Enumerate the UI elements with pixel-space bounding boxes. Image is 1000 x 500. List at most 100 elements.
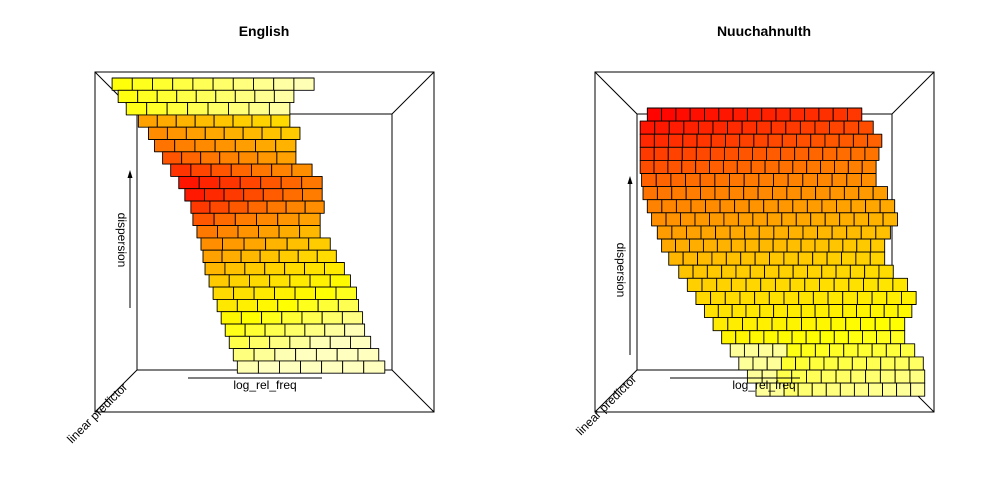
- surface-facet: [280, 126, 301, 140]
- surface-facet: [721, 330, 737, 345]
- surface-facet: [853, 212, 870, 227]
- surface-facet: [863, 277, 879, 292]
- surface-facet: [278, 249, 299, 263]
- surface-facet: [656, 186, 673, 201]
- surface-facet: [749, 330, 765, 345]
- surface-facet: [668, 251, 684, 266]
- surface-facet: [166, 102, 189, 116]
- surface-facet: [335, 286, 357, 300]
- surface-facet: [730, 238, 746, 253]
- surface-facet: [316, 249, 337, 263]
- surface-facet: [238, 151, 259, 165]
- surface-facet: [824, 133, 840, 148]
- surface-facet: [853, 382, 869, 397]
- surface-facet: [289, 274, 311, 288]
- surface-facet: [293, 77, 315, 91]
- surface-facet: [166, 126, 187, 140]
- surface-facet: [837, 356, 853, 371]
- surface-facet: [831, 225, 848, 240]
- surface-facet: [257, 151, 278, 165]
- surface-facet: [721, 264, 737, 279]
- surface-facet: [249, 335, 271, 350]
- surface-facet: [812, 290, 829, 305]
- surface-facet: [835, 369, 852, 384]
- surface-facet: [800, 186, 817, 201]
- surface-facet: [754, 251, 770, 266]
- surface-facet: [324, 262, 345, 276]
- surface-facet: [228, 200, 249, 214]
- surface-facet: [836, 146, 852, 161]
- surface-facet: [772, 343, 788, 358]
- surface-facet: [200, 151, 221, 165]
- surface-facet: [828, 238, 844, 253]
- surface-facet: [295, 348, 317, 362]
- english-panel: English dispersion log_rel_freq linear p…: [64, 23, 435, 446]
- surface-facet: [274, 286, 296, 300]
- nuuchahnulth-zlabel: linear predictor: [573, 372, 639, 438]
- surface-facet: [847, 159, 863, 174]
- surface-facet: [685, 173, 701, 188]
- surface-facet: [656, 225, 673, 240]
- surface-facet: [804, 107, 820, 122]
- surface-facet: [774, 277, 791, 292]
- surface-facet: [711, 251, 727, 266]
- surface-facet: [302, 188, 323, 202]
- surface-facet: [253, 286, 276, 300]
- surface-facet: [752, 212, 768, 227]
- surface-facet: [757, 186, 773, 201]
- surface-facet: [729, 225, 746, 240]
- surface-facet: [786, 343, 802, 358]
- surface-facet: [298, 212, 321, 227]
- surface-facet: [770, 120, 787, 135]
- surface-facet: [871, 290, 888, 305]
- surface-facet: [190, 163, 212, 177]
- surface-facet: [270, 114, 291, 128]
- surface-facet: [685, 186, 701, 201]
- surface-facet: [739, 133, 755, 148]
- surface-facet: [254, 89, 275, 104]
- surface-facet: [276, 151, 297, 165]
- surface-facet: [876, 330, 892, 345]
- surface-facet: [268, 102, 291, 116]
- surface-facet: [675, 107, 691, 122]
- surface-facet: [248, 102, 270, 116]
- surface-facet: [882, 212, 898, 227]
- surface-facet: [228, 335, 250, 350]
- surface-facet: [777, 330, 793, 345]
- surface-facet: [297, 249, 318, 263]
- surface-facet: [743, 173, 760, 188]
- surface-facet: [766, 146, 782, 161]
- surface-facet: [763, 330, 779, 345]
- surface-facet: [890, 330, 906, 345]
- surface-facet: [285, 200, 306, 214]
- surface-facet: [234, 212, 257, 227]
- surface-facet: [789, 107, 806, 122]
- surface-facet: [299, 225, 321, 239]
- surface-facet: [692, 264, 708, 279]
- surface-facet: [807, 264, 823, 279]
- surface-facet: [866, 356, 882, 371]
- surface-facet: [743, 186, 759, 201]
- surface-facet: [736, 159, 752, 174]
- surface-facet: [682, 133, 698, 148]
- surface-facet: [764, 264, 780, 279]
- surface-facet: [819, 330, 835, 345]
- surface-facet: [174, 139, 196, 153]
- surface-facet: [262, 188, 284, 202]
- surface-facet: [185, 126, 206, 140]
- surface-facet: [223, 126, 244, 140]
- surface-facet: [232, 77, 254, 91]
- surface-facet: [802, 173, 818, 188]
- surface-facet: [827, 290, 844, 305]
- surface-facet: [152, 77, 174, 91]
- surface-facet: [797, 382, 813, 397]
- surface-facet: [872, 186, 888, 201]
- surface-facet: [729, 173, 745, 188]
- surface-facet: [671, 186, 687, 201]
- nuuchahnulth-ylabel: dispersion: [614, 243, 628, 298]
- surface-facet: [783, 290, 800, 305]
- surface-facet: [261, 126, 282, 140]
- surface-facet: [117, 89, 139, 104]
- surface-facet: [744, 225, 760, 240]
- surface-facet: [261, 311, 283, 325]
